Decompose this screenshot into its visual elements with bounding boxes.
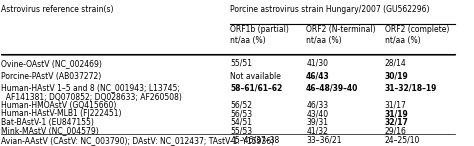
Text: 55/53: 55/53 bbox=[230, 127, 253, 136]
Text: Not available: Not available bbox=[230, 72, 281, 81]
Text: Ovine-OAstV (NC_002469): Ovine-OAstV (NC_002469) bbox=[1, 59, 102, 68]
Text: Bat-BAstV-1 (EU847155): Bat-BAstV-1 (EU847155) bbox=[1, 118, 94, 127]
Text: Human-HAstV 1–5 and 8 (NC_001943; L13745;: Human-HAstV 1–5 and 8 (NC_001943; L13745… bbox=[1, 84, 180, 93]
Text: 28/14: 28/14 bbox=[384, 59, 406, 68]
Text: 58–61/61–62: 58–61/61–62 bbox=[230, 84, 283, 93]
Text: 41/30: 41/30 bbox=[306, 59, 328, 68]
Text: 31–32/18–19: 31–32/18–19 bbox=[384, 84, 437, 93]
Text: 55/51: 55/51 bbox=[230, 59, 253, 68]
Text: ORF2 (N-terminal)
nt/aa (%): ORF2 (N-terminal) nt/aa (%) bbox=[306, 25, 376, 45]
Text: 46–48/39–40: 46–48/39–40 bbox=[306, 84, 358, 93]
Text: Porcine astrovirus strain Hungary/2007 (GU562296): Porcine astrovirus strain Hungary/2007 (… bbox=[230, 5, 430, 14]
Text: AF141381; DQ070852; DQ028633; AF260508): AF141381; DQ070852; DQ028633; AF260508) bbox=[1, 93, 182, 102]
Text: 29/16: 29/16 bbox=[384, 127, 407, 136]
Text: 39/31: 39/31 bbox=[306, 118, 328, 127]
Text: 46/33: 46/33 bbox=[306, 101, 328, 110]
Text: 24–25/10: 24–25/10 bbox=[384, 136, 420, 145]
Text: 31/17: 31/17 bbox=[384, 101, 407, 110]
Text: 43/40: 43/40 bbox=[306, 109, 328, 118]
Text: Human-HAstV-MLB1 (FJ222451): Human-HAstV-MLB1 (FJ222451) bbox=[1, 109, 122, 118]
Text: 33–36/21: 33–36/21 bbox=[306, 136, 342, 145]
Text: 32/17: 32/17 bbox=[384, 118, 409, 127]
Text: 31/19: 31/19 bbox=[384, 109, 409, 118]
Text: 46/43: 46/43 bbox=[306, 72, 330, 81]
Text: Human-HMOAstV (GQ415660): Human-HMOAstV (GQ415660) bbox=[1, 101, 117, 110]
Text: ORF1b (partial)
nt/aa (%): ORF1b (partial) nt/aa (%) bbox=[230, 25, 289, 45]
Text: Mink-MAstV (NC_004579): Mink-MAstV (NC_004579) bbox=[1, 127, 99, 136]
Text: Porcine-PAstV (AB037272): Porcine-PAstV (AB037272) bbox=[1, 72, 101, 81]
Text: Avian-AAstV (CAstV: NC_003790); DAstV: NC_012437; TAstV-1: Y15936): Avian-AAstV (CAstV: NC_003790); DAstV: N… bbox=[1, 136, 274, 145]
Text: 45–46/37–38: 45–46/37–38 bbox=[230, 136, 280, 145]
Text: 56/53: 56/53 bbox=[230, 109, 253, 118]
Text: ORF2 (complete)
nt/aa (%): ORF2 (complete) nt/aa (%) bbox=[384, 25, 449, 45]
Text: 56/52: 56/52 bbox=[230, 101, 253, 110]
Text: 54/51: 54/51 bbox=[230, 118, 253, 127]
Text: 30/19: 30/19 bbox=[384, 72, 409, 81]
Text: 41/32: 41/32 bbox=[306, 127, 328, 136]
Text: Astrovirus reference strain(s): Astrovirus reference strain(s) bbox=[1, 5, 114, 14]
